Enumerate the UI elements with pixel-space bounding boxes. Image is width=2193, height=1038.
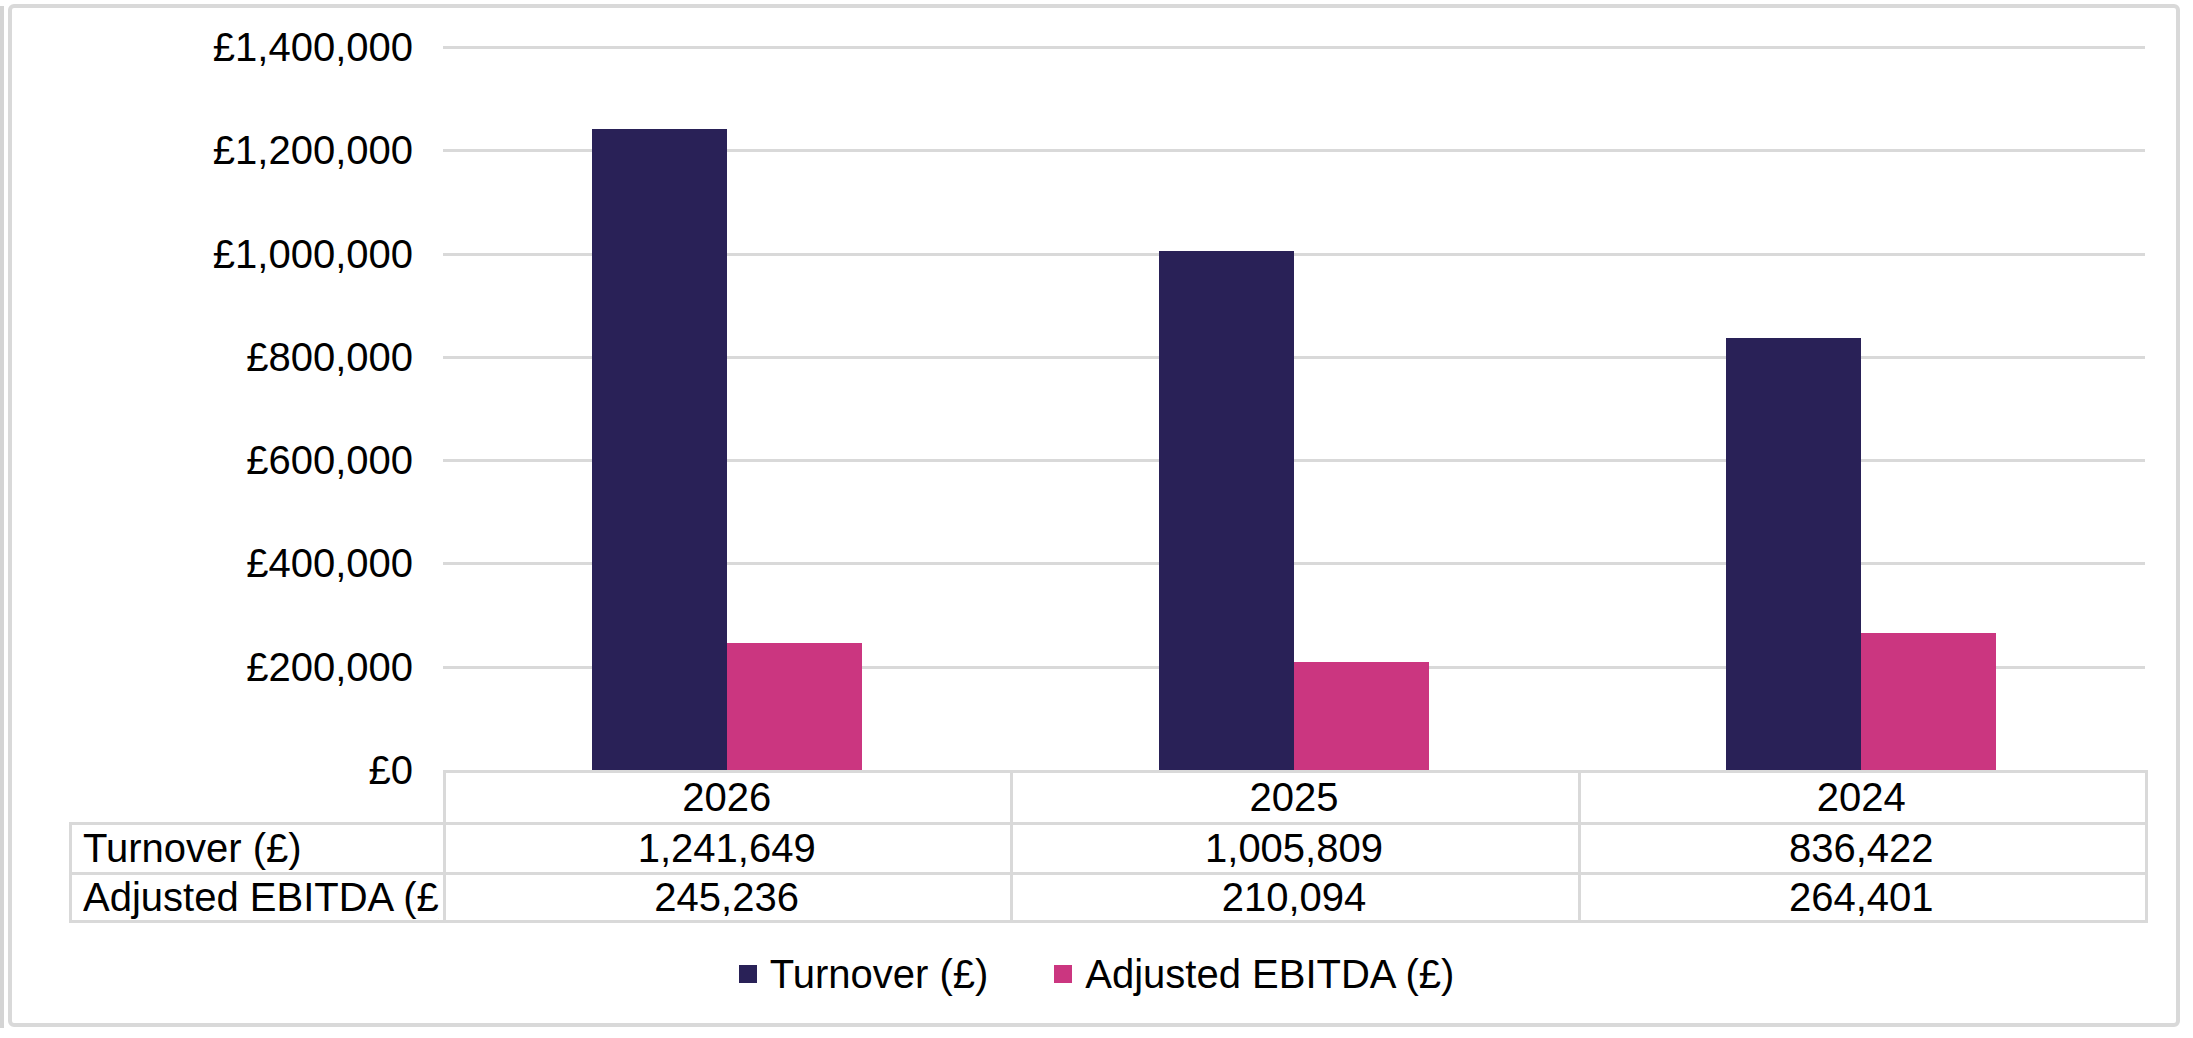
legend-label: Turnover (£) [770, 952, 989, 997]
table-col-header-2024: 2024 [1578, 773, 2145, 822]
table-value-adjusted-ebitda-2025: 210,094 [1010, 875, 1577, 920]
y-axis-tick-label: £1,200,000 [0, 126, 413, 174]
legend-item-turnover: Turnover (£) [739, 952, 989, 997]
table-row-label-adjusted-ebitda: Adjusted EBITDA (£) [83, 875, 439, 920]
table-col-header-2026: 2026 [443, 773, 1010, 822]
table-value-turnover-2026: 1,241,649 [443, 825, 1010, 872]
table-row-label-turnover: Turnover (£) [83, 825, 439, 872]
y-axis-tick-label: £800,000 [0, 333, 413, 381]
legend-swatch-turnover [739, 965, 757, 983]
chart-legend: Turnover (£) Adjusted EBITDA (£) [0, 944, 2193, 1004]
legend-swatch-adjusted-ebitda [1054, 965, 1072, 983]
gridline [443, 46, 2145, 49]
table-col-header-2025: 2025 [1010, 773, 1577, 822]
bar-turnover-2024 [1726, 338, 1861, 770]
table-value-turnover-2024: 836,422 [1578, 825, 2145, 872]
y-axis-tick-label: £200,000 [0, 643, 413, 691]
legend-label: Adjusted EBITDA (£) [1085, 952, 1454, 997]
table-value-turnover-2025: 1,005,809 [1010, 825, 1577, 872]
bar-turnover-2025 [1159, 251, 1294, 770]
y-axis-tick-label: £600,000 [0, 436, 413, 484]
bar-turnover-2026 [592, 129, 727, 770]
table-value-adjusted-ebitda-2024: 264,401 [1578, 875, 2145, 920]
table-label-column-border [69, 822, 72, 923]
chart-page: £0 £200,000 £400,000 £600,000 £800,000 £1,000… [0, 0, 2193, 1038]
table-bottom-border [69, 920, 2148, 923]
bar-adjusted-ebitda-2025 [1294, 662, 1429, 770]
table-column-border [2145, 770, 2148, 923]
y-axis-tick-label: £400,000 [0, 539, 413, 587]
bar-adjusted-ebitda-2026 [727, 643, 862, 770]
y-axis-tick-label: £0 [0, 746, 413, 794]
y-axis-tick-label: £1,000,000 [0, 230, 413, 278]
y-axis-tick-label: £1,400,000 [0, 23, 413, 71]
legend-item-adjusted-ebitda: Adjusted EBITDA (£) [1054, 952, 1454, 997]
table-value-adjusted-ebitda-2026: 245,236 [443, 875, 1010, 920]
bar-adjusted-ebitda-2024 [1861, 633, 1996, 770]
